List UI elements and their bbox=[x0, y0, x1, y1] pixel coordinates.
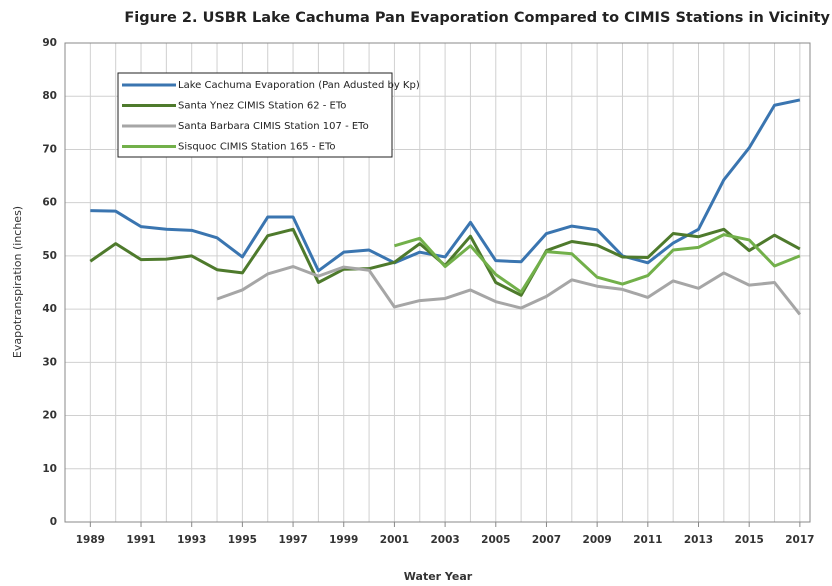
legend-label: Santa Barbara CIMIS Station 107 - ETo bbox=[178, 121, 369, 132]
y-tick-label: 30 bbox=[42, 356, 57, 368]
legend-box bbox=[117, 72, 393, 158]
x-tick-label: 2015 bbox=[735, 534, 764, 546]
x-tick-label: 1999 bbox=[329, 534, 358, 546]
x-tick-label: 2017 bbox=[785, 534, 814, 546]
y-tick-label: 10 bbox=[42, 463, 57, 475]
y-tick-label: 20 bbox=[42, 410, 57, 422]
x-tick-label: 1993 bbox=[177, 534, 206, 546]
x-tick-label: 1989 bbox=[76, 534, 105, 546]
x-tick-label: 2001 bbox=[380, 534, 409, 546]
y-tick-label: 50 bbox=[42, 250, 57, 262]
chart-title: Figure 2. USBR Lake Cachuma Pan Evaporat… bbox=[124, 10, 830, 26]
y-axis-label: Evapotranspiration (inches) bbox=[11, 206, 24, 358]
x-tick-label: 2009 bbox=[583, 534, 612, 546]
y-tick-label: 80 bbox=[42, 90, 57, 102]
x-tick-label: 1991 bbox=[126, 534, 155, 546]
y-tick-label: 60 bbox=[42, 197, 57, 209]
x-tick-label: 2013 bbox=[684, 534, 713, 546]
y-tick-label: 40 bbox=[42, 303, 57, 315]
x-tick-label: 1995 bbox=[228, 534, 257, 546]
x-tick-label: 2011 bbox=[633, 534, 662, 546]
x-tick-label: 2007 bbox=[532, 534, 561, 546]
plot-frame bbox=[64, 42, 811, 523]
series-line bbox=[90, 98, 801, 273]
y-tick-label: 0 bbox=[50, 516, 57, 528]
x-tick-label: 1997 bbox=[278, 534, 307, 546]
lines bbox=[89, 98, 802, 316]
y-tick-label: 90 bbox=[42, 37, 57, 49]
x-axis-label: Water Year bbox=[404, 570, 473, 583]
y-tick-label: 70 bbox=[42, 143, 57, 155]
legend-label: Santa Ynez CIMIS Station 62 - ETo bbox=[178, 101, 346, 112]
x-tick-label: 2005 bbox=[481, 534, 510, 546]
legend-label: Sisquoc CIMIS Station 165 - ETo bbox=[178, 142, 335, 153]
series-line bbox=[393, 233, 801, 294]
x-tick-label: 2003 bbox=[430, 534, 459, 546]
legend-label: Lake Cachuma Evaporation (Pan Adusted by… bbox=[178, 80, 420, 91]
legend: Lake Cachuma Evaporation (Pan Adusted by… bbox=[117, 72, 420, 158]
series-line bbox=[216, 265, 802, 316]
